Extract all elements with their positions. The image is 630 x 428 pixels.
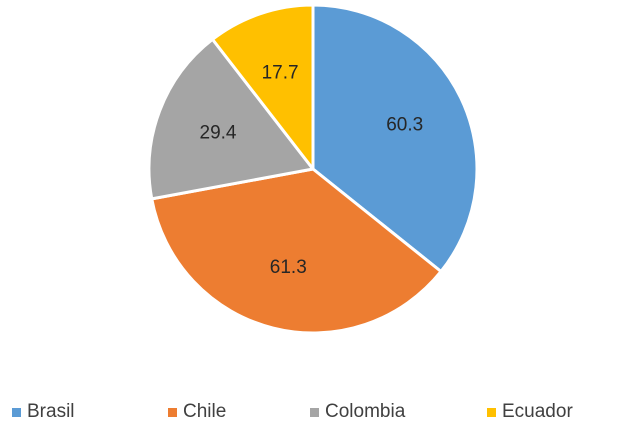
data-label-brasil: 60.3	[386, 115, 423, 136]
legend-swatch-colombia	[310, 407, 319, 417]
legend-swatch-chile	[168, 407, 177, 417]
pie-slice-chile	[150, 167, 443, 335]
legend-label-chile: Chile	[183, 401, 227, 422]
legend-item-brasil: Brasil	[12, 400, 75, 424]
legend-item-ecuador: Ecuador	[487, 400, 573, 424]
pie-slice-brasil	[311, 3, 479, 273]
data-label-colombia: 29.4	[200, 122, 237, 143]
legend-label-ecuador: Ecuador	[502, 401, 573, 422]
pie-slice-ecuador	[211, 3, 315, 171]
legend-swatch-brasil	[12, 407, 21, 417]
legend-item-colombia: Colombia	[310, 400, 405, 424]
legend-item-chile: Chile	[168, 400, 226, 424]
data-label-chile: 61.3	[270, 257, 307, 278]
pie-slice-colombia	[147, 37, 315, 201]
pie-chart-plot: 60.3 61.3 29.4 17.7	[147, 3, 479, 335]
data-label-ecuador: 17.7	[262, 62, 299, 83]
legend-label-brasil: Brasil	[27, 401, 75, 422]
chart-legend: Brasil Chile Colombia Ecuador	[0, 400, 630, 424]
legend-swatch-ecuador	[487, 407, 496, 417]
legend-label-colombia: Colombia	[325, 401, 406, 422]
